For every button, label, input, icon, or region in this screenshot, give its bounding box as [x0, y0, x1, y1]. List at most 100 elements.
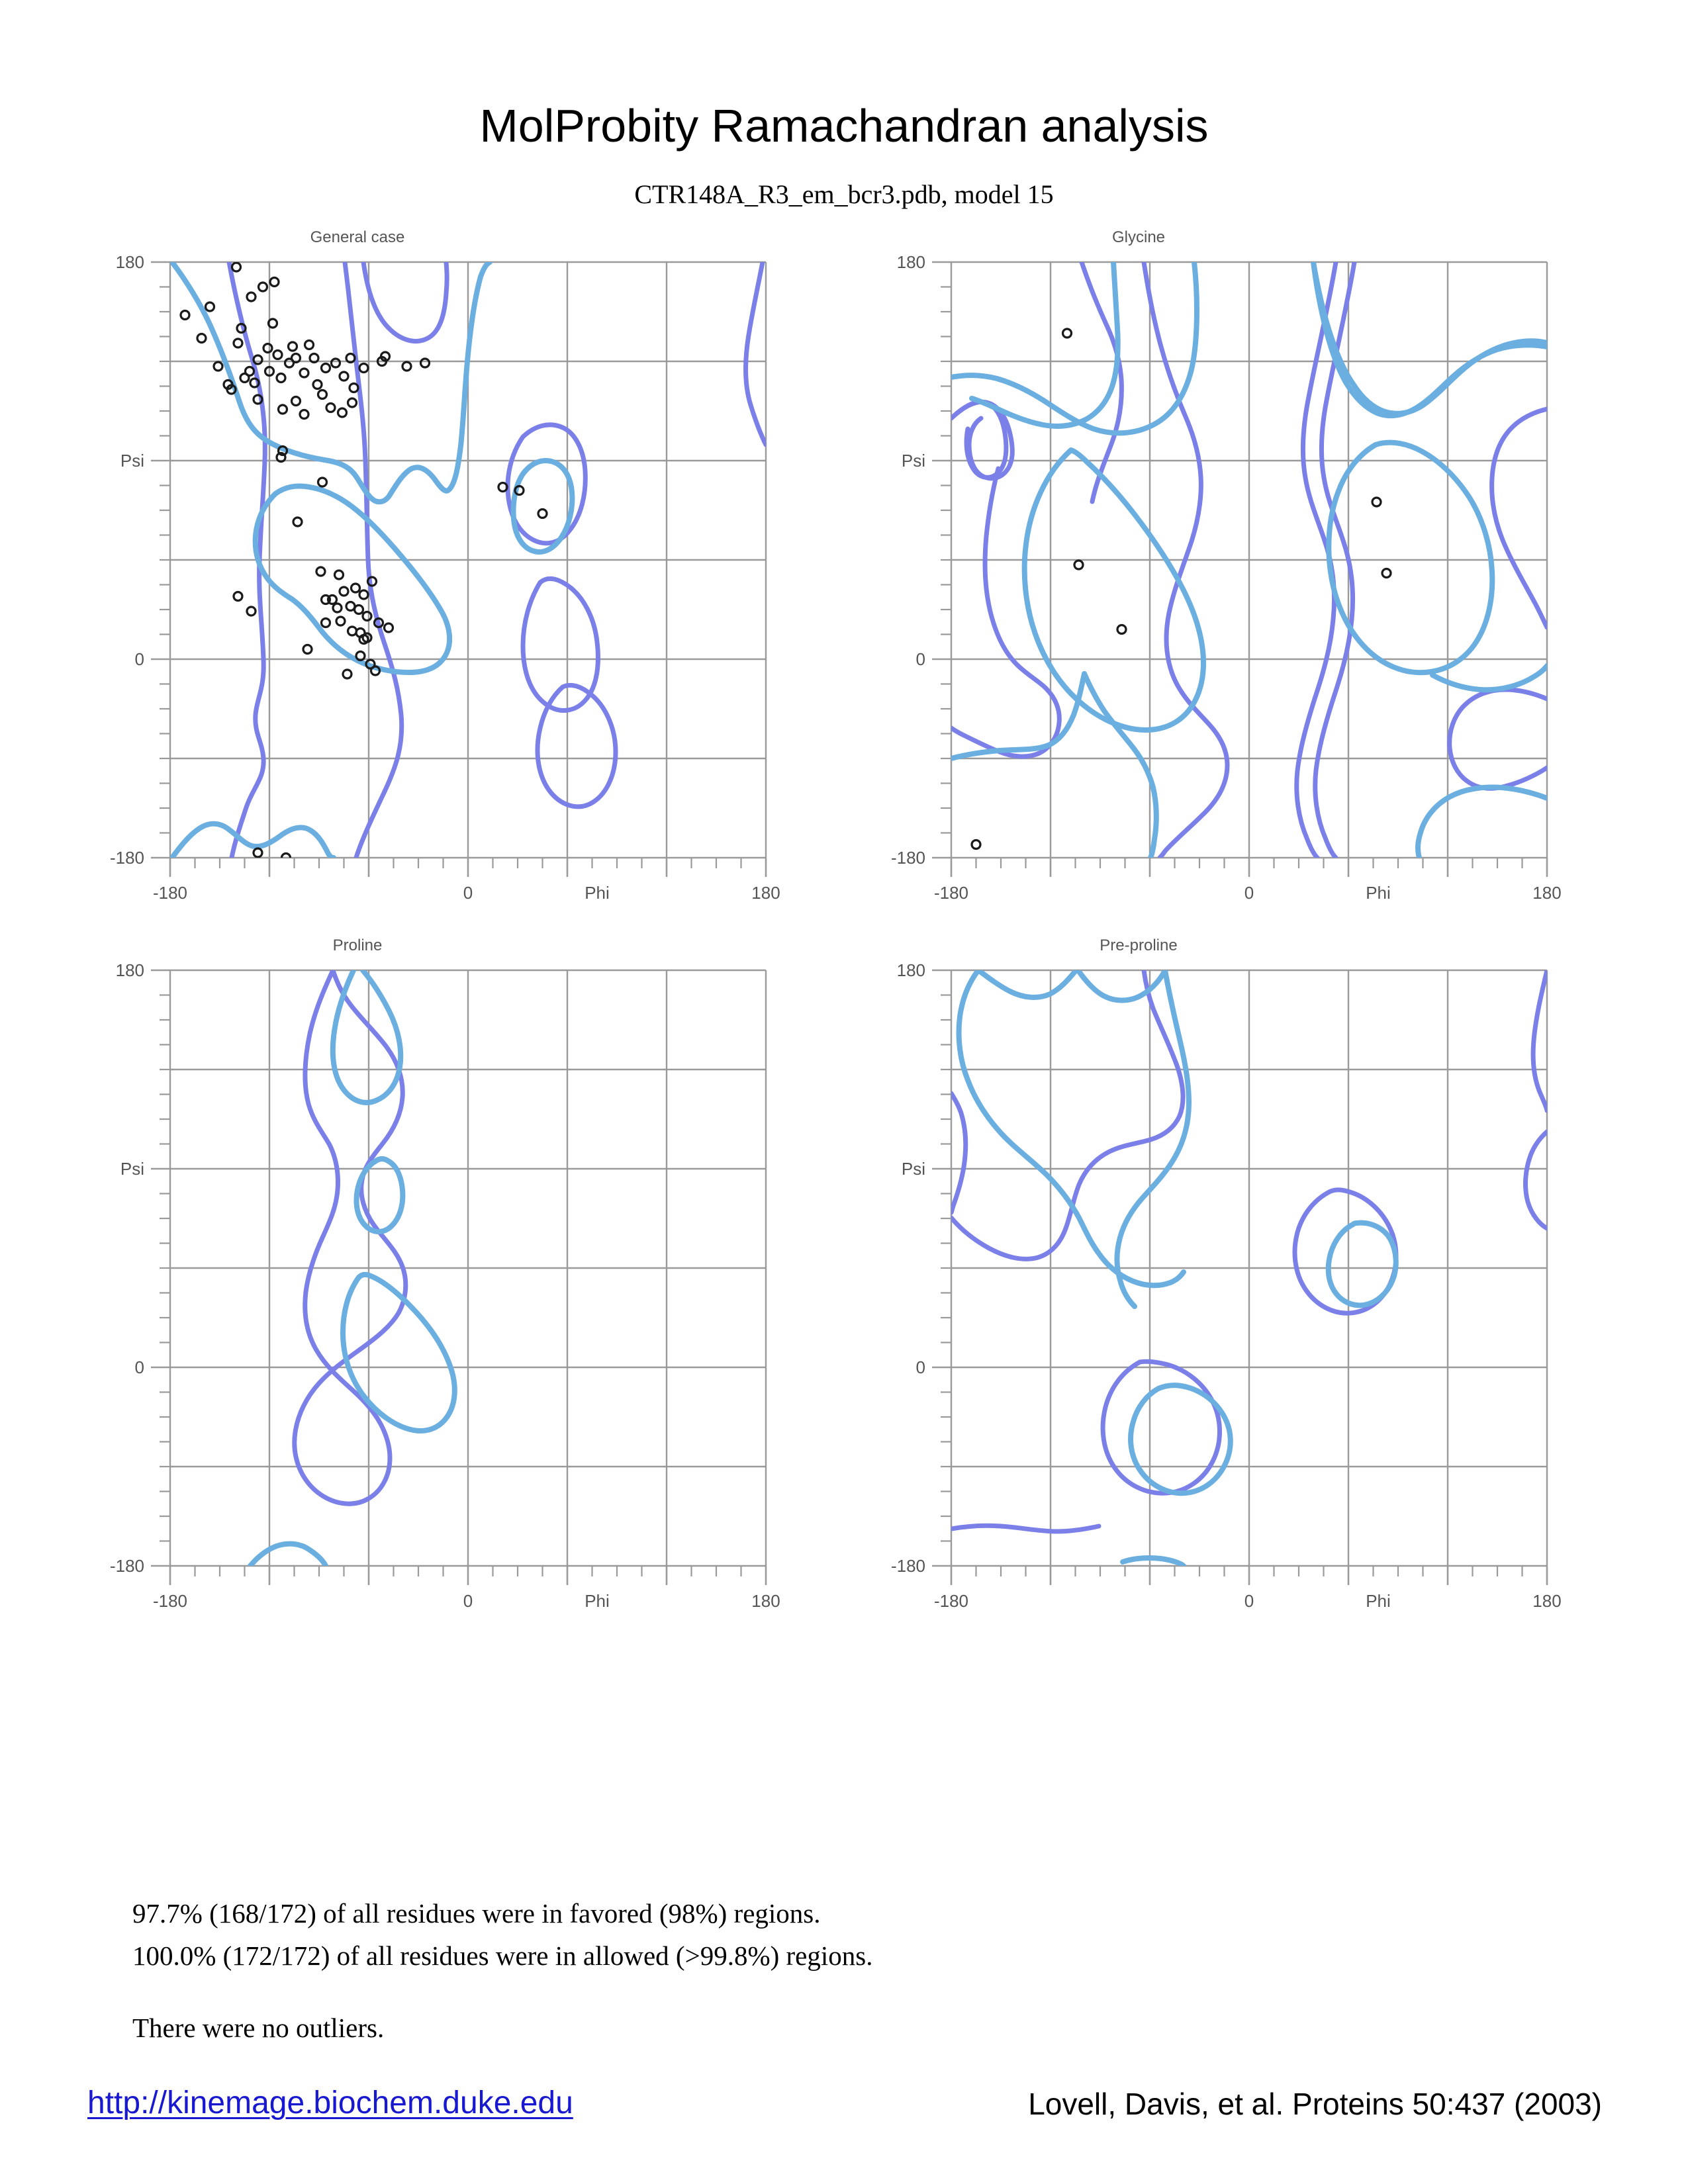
data-point — [320, 594, 332, 606]
y-minor-ticks — [160, 994, 170, 1542]
plot-area-proline: 180 Psi 0 -180 — [110, 960, 780, 1611]
data-point — [361, 632, 373, 643]
x-tick-180: 180 — [1532, 1591, 1561, 1611]
data-point — [275, 372, 287, 384]
data-point — [338, 371, 350, 382]
data-point — [1381, 567, 1392, 579]
data-point — [320, 617, 332, 629]
data-point — [204, 301, 216, 312]
general-case-svg: General case — [110, 228, 780, 903]
summary-spacer — [132, 1977, 1258, 2007]
x-tick-neg180: -180 — [153, 883, 187, 903]
plot-area-glycine: 180 Psi 0 -180 — [891, 252, 1562, 903]
gridlines — [950, 969, 1548, 1567]
y-tick-0: 0 — [916, 1357, 925, 1377]
data-point — [316, 477, 328, 488]
data-point — [514, 484, 525, 496]
plot-title-pre-proline: Pre-proline — [1100, 936, 1177, 954]
x-axis-label: Phi — [585, 883, 610, 903]
data-point — [246, 291, 257, 302]
x-tick-neg180: -180 — [934, 1591, 968, 1611]
data-point — [336, 407, 348, 418]
data-point — [326, 594, 338, 606]
data-point — [262, 342, 273, 354]
summary-allowed: 100.0% (172/172) of all residues were in… — [132, 1940, 873, 1971]
data-point — [419, 357, 431, 369]
x-major-ticks — [169, 858, 767, 877]
y-axis-label: Psi — [120, 451, 144, 471]
data-point — [226, 384, 237, 395]
data-point — [358, 362, 369, 374]
data-point — [230, 262, 242, 273]
data-point — [232, 590, 244, 602]
x-major-ticks — [950, 858, 1548, 877]
data-point — [316, 388, 328, 400]
data-point — [299, 367, 310, 379]
proline-svg: Proline — [110, 936, 780, 1611]
data-point — [350, 582, 361, 594]
data-point — [267, 318, 279, 329]
pre-proline-svg: Pre-proline — [891, 936, 1562, 1611]
y-tick-0: 0 — [135, 649, 144, 669]
data-point — [537, 508, 548, 520]
favored-contour-general — [170, 262, 575, 858]
x-tick-180: 180 — [1532, 883, 1561, 903]
x-tick-0: 0 — [1244, 1591, 1254, 1611]
plot-glycine: Glycine — [880, 225, 1582, 907]
x-axis-label: Phi — [585, 1591, 610, 1611]
plot-title-proline: Proline — [333, 936, 383, 954]
y-tick-180: 180 — [897, 960, 925, 980]
x-tick-180: 180 — [751, 1591, 780, 1611]
data-point — [338, 586, 350, 597]
data-point — [287, 341, 299, 352]
data-point — [257, 281, 269, 293]
contours-general — [170, 262, 766, 858]
contours-pre-proline — [951, 970, 1547, 1566]
plot-area-general: 180 Psi 0 -180 — [110, 252, 780, 903]
favored-contour-glycine — [951, 262, 1547, 858]
y-axis-label: Psi — [120, 1159, 144, 1179]
y-minor-ticks — [160, 286, 170, 834]
allowed-contour-pre-proline — [951, 970, 1547, 1534]
data-point — [358, 589, 369, 600]
x-tick-0: 0 — [463, 883, 473, 903]
data-point — [246, 606, 257, 617]
y-tick-neg180: -180 — [110, 1556, 144, 1576]
data-point — [361, 610, 373, 622]
data-point — [315, 566, 326, 577]
data-point — [275, 451, 287, 463]
data-point — [335, 615, 346, 627]
plot-title-glycine: Glycine — [1112, 228, 1165, 246]
data-point — [232, 338, 244, 349]
favored-contour-pre-proline — [956, 970, 1399, 1566]
data-point — [373, 617, 385, 629]
gridlines — [169, 969, 767, 1567]
plot-title-general: General case — [310, 228, 405, 246]
data-point — [353, 604, 365, 615]
data-point — [239, 372, 250, 384]
data-point — [1371, 496, 1382, 508]
data-point — [346, 397, 358, 408]
kinemage-link[interactable]: http://kinemage.biochem.duke.edu — [87, 2085, 573, 2120]
data-point — [302, 643, 313, 655]
data-points-general — [179, 262, 548, 858]
y-tick-0: 0 — [916, 649, 925, 669]
y-minor-ticks — [941, 994, 951, 1542]
data-point — [252, 354, 263, 365]
data-point — [196, 332, 207, 344]
data-point — [383, 622, 395, 633]
data-point — [277, 404, 289, 415]
x-tick-180: 180 — [751, 883, 780, 903]
data-point — [244, 365, 256, 377]
data-point — [1116, 623, 1127, 635]
data-point — [299, 408, 310, 420]
data-point — [179, 309, 191, 321]
y-tick-neg180: -180 — [891, 1556, 925, 1576]
y-tick-neg180: -180 — [891, 848, 925, 868]
y-axis-label: Psi — [902, 1159, 925, 1179]
x-major-ticks — [169, 1566, 767, 1585]
plot-area-pre-proline: 180 Psi 0 -180 — [891, 960, 1562, 1611]
data-point — [290, 352, 302, 364]
data-point — [379, 351, 391, 362]
